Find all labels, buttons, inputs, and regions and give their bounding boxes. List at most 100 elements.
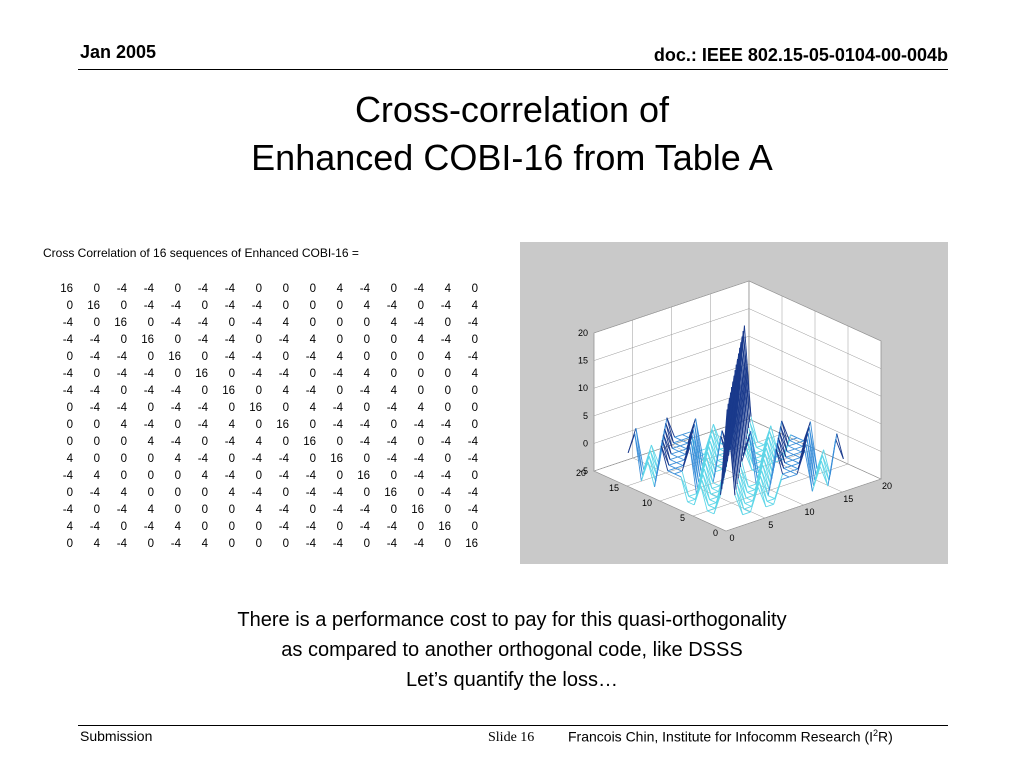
matrix-cell: -4 <box>62 367 73 380</box>
surface-mesh-line <box>741 336 750 429</box>
surface-mesh-line <box>750 431 758 479</box>
header-divider <box>78 69 948 70</box>
matrix-cell: -4 <box>278 452 289 465</box>
matrix-cell: 0 <box>228 401 235 414</box>
surface-mesh-line <box>750 416 759 442</box>
header-date: Jan 2005 <box>80 42 157 62</box>
surface-mesh-line <box>755 452 763 457</box>
surface-mesh-line <box>747 491 755 496</box>
matrix-row: 0 0 4 -4 0 -4 4 0 16 0 -4 -4 0 -4 -4 0 <box>46 416 478 433</box>
matrix-cell: 0 <box>417 520 424 533</box>
surface-mesh-line <box>766 442 775 468</box>
surface-mesh-line <box>712 482 720 487</box>
surface-mesh-line <box>797 437 804 442</box>
matrix-row: 0 -4 -4 0 16 0 -4 -4 0 -4 4 0 0 0 4 -4 <box>46 348 478 365</box>
matrix-cell: -4 <box>89 520 100 533</box>
surface-mesh-line <box>663 434 671 460</box>
surface-mesh-line <box>736 483 745 510</box>
matrix-cell: 0 <box>471 520 478 533</box>
surface-mesh-line <box>784 462 792 467</box>
matrix-cell: 0 <box>336 435 343 448</box>
axis-tick-label: 0 <box>729 533 734 543</box>
surface-mesh-line <box>781 476 790 481</box>
matrix-cell: 0 <box>309 452 316 465</box>
matrix-cell: -4 <box>359 282 370 295</box>
surface-mesh-line <box>747 489 756 493</box>
surface-mesh-line <box>627 433 636 453</box>
surface-mesh-line <box>792 457 801 461</box>
matrix-cell: -4 <box>62 316 73 329</box>
matrix-cell: 0 <box>120 333 127 346</box>
matrix-cell: -4 <box>359 435 370 448</box>
surface-mesh-line <box>756 459 765 479</box>
surface-mesh-line <box>737 359 745 451</box>
title-line-2: Enhanced COBI-16 from Table A <box>251 137 773 178</box>
matrix-cell: 0 <box>363 537 370 550</box>
surface-mesh-line <box>744 444 753 470</box>
matrix-cell: -4 <box>251 350 262 363</box>
matrix-cell: -4 <box>170 401 181 414</box>
matrix-cell: -4 <box>386 537 397 550</box>
surface-mesh-line <box>647 461 655 487</box>
matrix-cell: -4 <box>467 452 478 465</box>
surface-mesh-line <box>783 465 792 469</box>
surface-mesh-line <box>708 446 716 472</box>
surface-mesh-line <box>665 423 673 449</box>
matrix-cell: 16 <box>276 418 289 431</box>
surface-mesh-line <box>650 444 659 471</box>
axis-tick-label: -5 <box>580 466 588 476</box>
surface-mesh-line <box>707 507 716 512</box>
matrix-cell: -4 <box>278 503 289 516</box>
surface-mesh-line <box>702 474 711 500</box>
surface-mesh-line <box>710 435 719 461</box>
surface-mesh-line <box>667 470 675 475</box>
surface-mesh-line <box>696 474 704 494</box>
surface-mesh-line <box>700 452 709 472</box>
matrix-cell: 4 <box>147 435 154 448</box>
matrix-cell: -4 <box>116 537 127 550</box>
matrix-row: 0 16 0 -4 -4 0 -4 -4 0 0 0 4 -4 0 -4 4 <box>46 297 478 314</box>
matrix-cell: -4 <box>143 418 154 431</box>
surface-mesh-line <box>713 436 722 478</box>
surface-mesh-line <box>765 503 774 508</box>
surface-mesh-line <box>789 439 797 444</box>
surface-mesh-line <box>791 465 799 470</box>
matrix-cell: -4 <box>467 316 478 329</box>
matrix-cell: -4 <box>386 520 397 533</box>
axis-tick-label: 0 <box>713 528 718 538</box>
matrix-cell: 0 <box>390 333 397 346</box>
surface-mesh-line <box>743 508 751 513</box>
surface-mesh-line <box>681 471 690 497</box>
matrix-cell: 0 <box>147 401 154 414</box>
matrix-cell: -4 <box>89 384 100 397</box>
surface-mesh-line <box>803 421 811 441</box>
surface-mesh-line <box>737 478 746 504</box>
matrix-cell: -4 <box>386 452 397 465</box>
matrix-cell: 4 <box>228 486 235 499</box>
matrix-cell: -4 <box>62 469 73 482</box>
surface-mesh-line <box>709 496 718 501</box>
surface-mesh-line <box>677 453 686 458</box>
surface-mesh-line <box>745 494 754 499</box>
surface-mesh-line <box>716 465 724 470</box>
surface-mesh-line <box>724 387 733 473</box>
grid-line <box>748 363 882 425</box>
matrix-cell: 0 <box>363 486 370 499</box>
matrix-cell: 4 <box>309 333 316 346</box>
surface-mesh-line <box>735 489 744 515</box>
surface-mesh-line <box>711 429 720 455</box>
matrix-cell: 4 <box>444 282 451 295</box>
matrix-row: 0 -4 4 0 0 0 4 -4 0 -4 -4 0 16 0 -4 -4 <box>46 484 478 501</box>
matrix-cell: 0 <box>282 401 289 414</box>
matrix-cell: 0 <box>255 537 262 550</box>
matrix-caption: Cross Correlation of 16 sequences of Enh… <box>43 246 359 260</box>
matrix-cell: 0 <box>471 333 478 346</box>
matrix-cell: 0 <box>309 282 316 295</box>
footer-author: Francois Chin, Institute for Infocomm Re… <box>568 728 893 745</box>
matrix-cell: -4 <box>332 401 343 414</box>
surface-mesh-line <box>693 485 702 506</box>
surface-mesh-line <box>809 421 818 469</box>
body-line-3: Let’s quantify the loss… <box>406 669 618 691</box>
matrix-cell: -4 <box>440 469 451 482</box>
surface-mesh-line <box>687 501 695 506</box>
